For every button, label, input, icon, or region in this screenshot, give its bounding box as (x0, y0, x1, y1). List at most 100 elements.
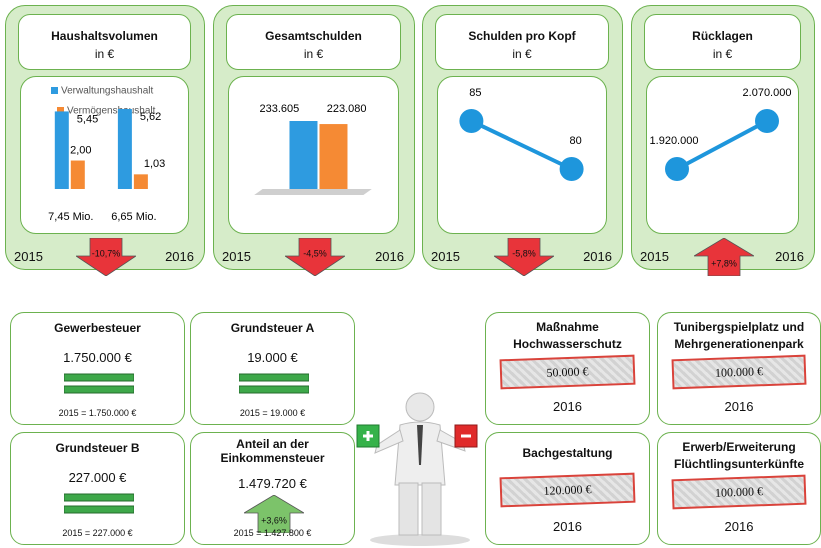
bar (55, 111, 69, 189)
equal-bar (64, 506, 134, 513)
card-title: Bachgestaltung (488, 445, 647, 462)
project-card: Maßnahme Hochwasserschutz50.000 € 2016 (485, 312, 650, 425)
card-title: Haushaltsvolumen (19, 29, 190, 43)
change-label: -10,7% (92, 248, 121, 258)
project-card: Bachgestaltung 120.000 € 2016 (485, 432, 650, 545)
year: 2016 (486, 519, 649, 534)
year: 2016 (486, 399, 649, 414)
bar (71, 161, 85, 189)
value-label: 1,03 (144, 158, 165, 170)
value-label: 1.920.000 (650, 135, 699, 147)
change-label: -5,8% (512, 248, 536, 258)
year: 2016 (658, 399, 820, 414)
bar (319, 124, 347, 189)
equal-bar (64, 374, 134, 381)
card-unit: in € (436, 47, 608, 61)
businessman-figure (355, 385, 485, 548)
equal-sign (64, 493, 134, 515)
card-title: Schulden pro Kopf (436, 29, 608, 43)
equal-bar (64, 494, 134, 501)
value-label: 2.070.000 (743, 87, 792, 99)
chart-box: 233.605 223.080 (228, 76, 399, 234)
year: 2016 (658, 519, 820, 534)
budget-card: Rücklagen in € 1.920.000 2.070.000 2015 2016 +… (631, 5, 815, 270)
card-title: Tunibergspielplatz und Mehrgenerationenp… (660, 319, 818, 353)
card-title: Grundsteuer B (17, 441, 178, 455)
floor (254, 189, 372, 195)
down-arrow: -10,7% (76, 238, 136, 276)
previous-year: 2015 = 19.000 € (191, 408, 354, 418)
change-label: +7,8% (711, 258, 737, 268)
title-box: Schulden pro Kopf in € (435, 14, 609, 70)
year-to: 2016 (375, 249, 404, 264)
chart-box: 1.920.000 2.070.000 (646, 76, 799, 234)
title-box: Rücklagen in € (644, 14, 801, 70)
tax-card: Grundsteuer B227.000 €2015 = 227.000 € (10, 432, 185, 545)
mini-chart: 233.605 223.080 (229, 77, 397, 231)
up-arrow: +7,8% (694, 238, 754, 276)
legend-swatch (51, 87, 58, 94)
legend-label: Verwaltungshaushalt (61, 86, 154, 97)
value-label: 233.605 (260, 103, 300, 115)
page: Haushaltsvolumenin €VerwaltungshaushaltV… (0, 0, 821, 548)
tax-card: Grundsteuer A 19.000 € 2015 = 19.000 € (190, 312, 355, 425)
title-box: Haushaltsvolumen in € (18, 14, 191, 70)
year-to: 2016 (583, 249, 612, 264)
value-label: 223.080 (327, 103, 367, 115)
arrow-shape (694, 238, 754, 276)
total-label: 7,45 Mio. (48, 211, 93, 223)
total-label: 6,65 Mio. (111, 211, 156, 223)
card-title: Anteil an der Einkommensteuer (197, 437, 348, 465)
point (755, 109, 779, 133)
equal-bar (64, 386, 134, 393)
card-title: Grundsteuer A (197, 321, 348, 335)
previous-year: 2015 = 1.427.800 € (191, 528, 354, 538)
project-card: Erwerb/Erweiterung Flüchtlingsunterkünft… (657, 432, 821, 545)
value-label: 85 (469, 87, 481, 99)
amount: 19.000 € (191, 350, 354, 365)
card-title: Gewerbesteuer (17, 321, 178, 335)
year-from: 2015 (640, 249, 669, 264)
year-to: 2016 (165, 249, 194, 264)
point (665, 157, 689, 181)
year-from: 2015 (431, 249, 460, 264)
card-unit: in € (645, 47, 800, 61)
point (459, 109, 483, 133)
down-arrow: -4,5% (285, 238, 345, 276)
card-title: Erwerb/Erweiterung Flüchtlingsunterkünft… (660, 439, 818, 473)
amount: 1.750.000 € (11, 350, 184, 365)
title-box: Gesamtschulden in € (226, 14, 401, 70)
price-tag: 120.000 € (500, 473, 636, 508)
card-title: Gesamtschulden (227, 29, 400, 43)
change-label: +3,6% (261, 515, 287, 525)
equal-bar (239, 374, 309, 381)
down-arrow: -5,8% (494, 238, 554, 276)
value-label: 5,45 (77, 113, 98, 125)
point (560, 157, 584, 181)
amount: 1.479.720 € (191, 476, 354, 491)
price-tag: 100.000 € (672, 355, 807, 390)
value-label: 5,62 (140, 111, 161, 123)
equal-bar (239, 386, 309, 393)
previous-year: 2015 = 1.750.000 € (11, 408, 184, 418)
value-label: 80 (569, 135, 581, 147)
price-tag: 50.000 € (500, 355, 636, 390)
bar (118, 109, 132, 189)
card-unit: in € (227, 47, 400, 61)
year-from: 2015 (222, 249, 251, 264)
year-from: 2015 (14, 249, 43, 264)
amount: 227.000 € (11, 470, 184, 485)
bar (289, 121, 317, 189)
price-tag: 100.000 € (672, 475, 807, 510)
equal-sign (239, 373, 309, 395)
budget-card: Schulden pro Kopf in € 85 80 2015 2016 -5,8% (422, 5, 623, 270)
year-to: 2016 (775, 249, 804, 264)
change-label: -4,5% (303, 248, 327, 258)
tax-card: Anteil an der Einkommensteuer 1.479.720 €… (190, 432, 355, 545)
card-unit: in € (19, 47, 190, 61)
mini-chart: 1.920.000 2.070.000 (647, 77, 797, 231)
card-title: Maßnahme Hochwasserschutz (488, 319, 647, 353)
card-title: Rücklagen (645, 29, 800, 43)
value-label: 2,00 (70, 144, 91, 156)
